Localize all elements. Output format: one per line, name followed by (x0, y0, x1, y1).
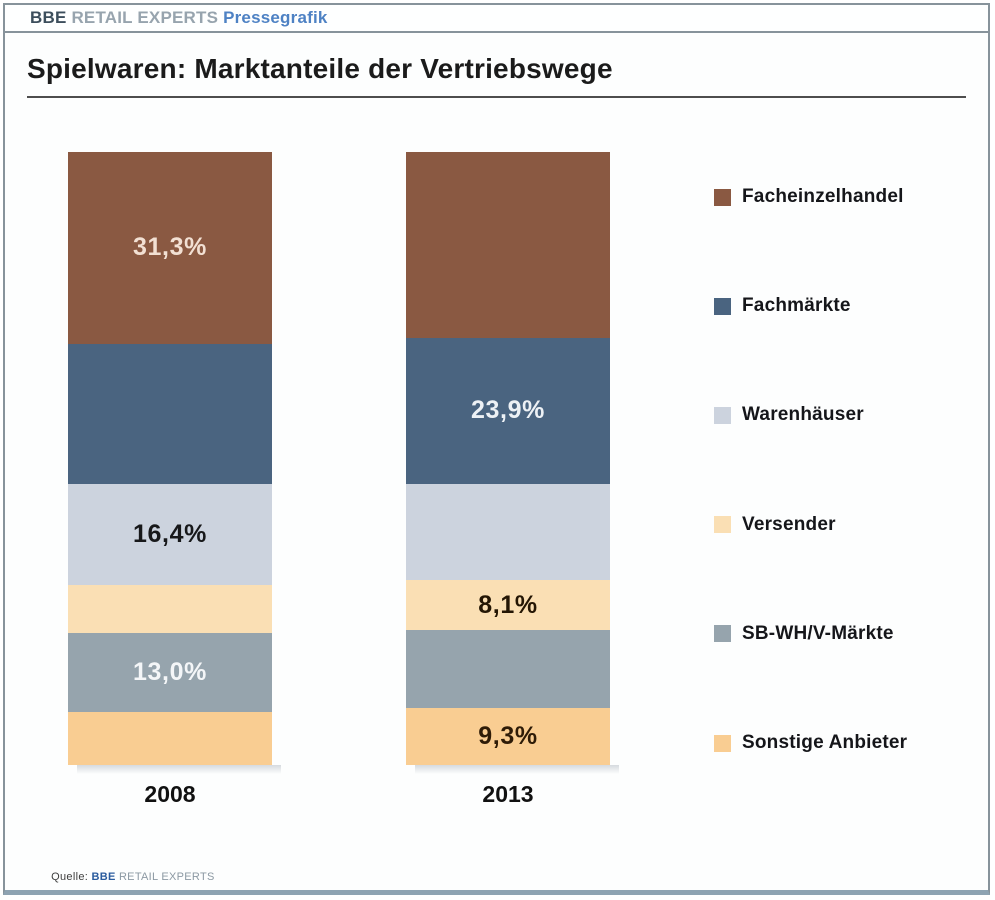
source-note: Quelle: BBE RETAIL EXPERTS (31, 859, 215, 895)
legend-label: Warenhäuser (742, 404, 864, 426)
bar-segment (68, 584, 272, 633)
legend-swatch (714, 297, 731, 315)
legend-item: SB-WH/V-Märkte (714, 623, 894, 645)
bar-segment: 9,3% (406, 707, 610, 765)
legend-swatch (714, 734, 731, 752)
bar-segment: 23,9% (406, 337, 610, 485)
chart-panel: Spielwaren: Marktanteile der Vertriebswe… (5, 33, 988, 890)
pressegrafik-frame: BBE RETAIL EXPERTS Pressegrafik Spielwar… (3, 3, 990, 895)
bar-segment (406, 630, 610, 708)
brand-name: BBE (30, 8, 67, 27)
legend-label: Facheinzelhandel (742, 186, 904, 207)
legend-item: Versender (714, 514, 836, 536)
legend-swatch (714, 625, 731, 643)
stacked-bar-2008: 31,3% 16,4% 13,0% (68, 152, 281, 774)
category-label-2013: 2013 (482, 781, 534, 807)
legend-label: Sonstige Anbieter (742, 732, 908, 753)
legend-item: Facheinzelhandel (714, 186, 904, 208)
legend-label: Fachmärkte (742, 295, 851, 317)
source-brand-name: BBE (91, 871, 116, 883)
bar-segment: 8,1% (406, 580, 610, 631)
page-title: Spielwaren: Marktanteile der Vertriebswe… (27, 53, 613, 84)
segment-value-label: 8,1% (478, 590, 538, 619)
segment-value-label: 13,0% (133, 657, 207, 686)
legend-swatch (714, 516, 731, 534)
legend-label: SB-WH/V-Märkte (742, 622, 894, 644)
bar-segment (68, 343, 272, 485)
segment-value-label: 16,4% (133, 520, 207, 548)
bar-segment (406, 484, 610, 581)
legend-item: Fachmärkte (714, 295, 851, 317)
bar-segment: 31,3% (68, 152, 272, 344)
bar-segment (406, 152, 610, 338)
category-label-2008: 2008 (144, 781, 196, 807)
brand-subname: RETAIL EXPERTS (71, 8, 219, 27)
title-divider (27, 96, 966, 98)
source-label: Quelle: (51, 871, 89, 883)
stacked-bar-2013: 23,9% 8,1% 9,3% (406, 152, 619, 774)
legend-swatch (714, 406, 731, 424)
bar-segment (68, 712, 272, 765)
source-brand-subname: RETAIL EXPERTS (118, 871, 215, 883)
legend-item: Sonstige Anbieter (714, 732, 907, 754)
segment-value-label: 9,3% (478, 721, 538, 750)
segment-value-label: 23,9% (471, 396, 545, 425)
segment-value-label: 31,3% (133, 233, 207, 262)
legend-item: Warenhäuser (714, 404, 864, 426)
bar-segment: 16,4% (68, 484, 272, 585)
brand-tagline: Pressegrafik (223, 8, 328, 27)
bar-segment: 13,0% (68, 632, 272, 713)
legend-swatch (714, 188, 731, 206)
legend-label: Versender (742, 513, 836, 535)
brand-header: BBE RETAIL EXPERTS Pressegrafik (5, 5, 988, 33)
